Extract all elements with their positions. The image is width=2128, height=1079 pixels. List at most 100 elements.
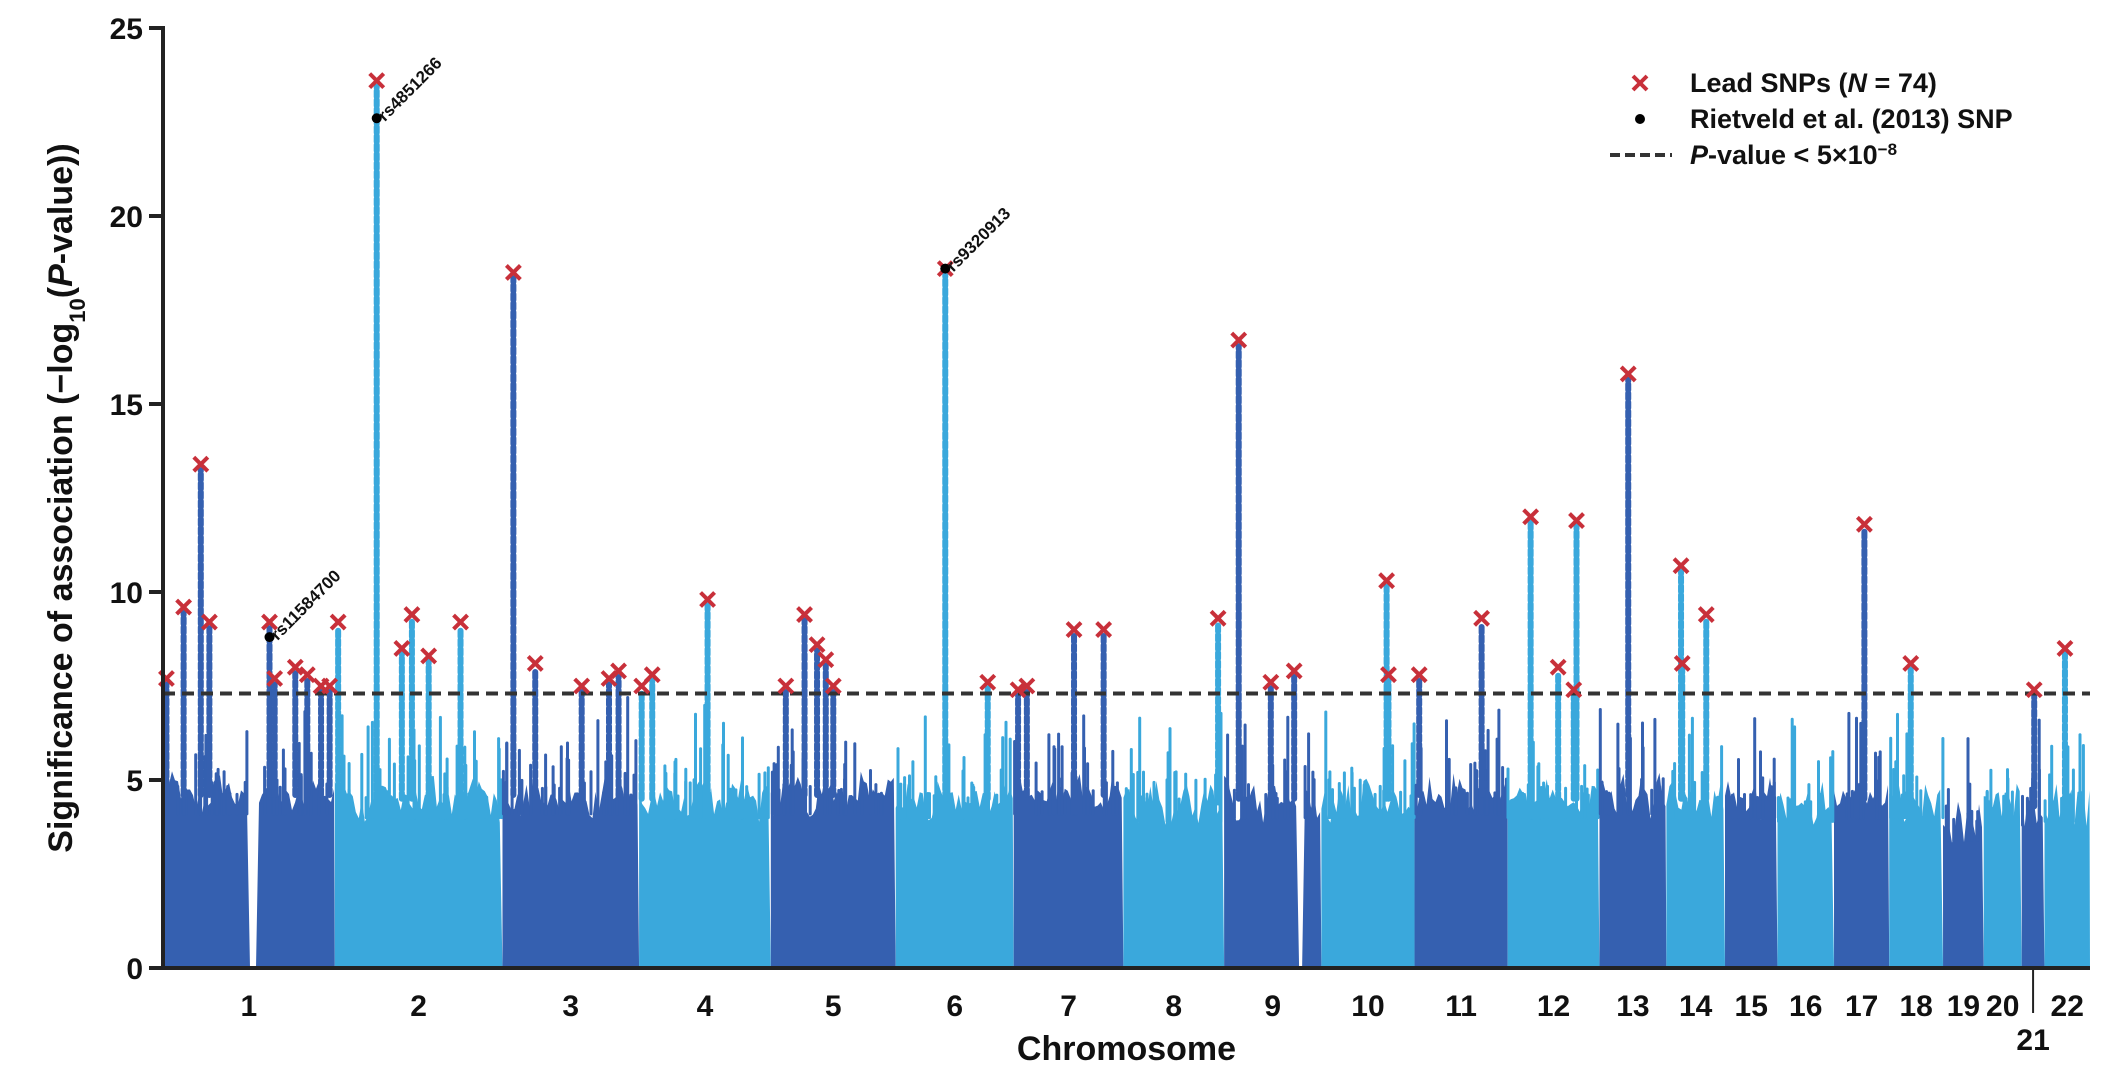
cross-stroke [321, 677, 339, 695]
lead-snp-marker [1410, 666, 1428, 684]
lead-snp-marker [1672, 557, 1690, 575]
x-tick-label: 12 [1537, 990, 1570, 1023]
cross-stroke [1697, 606, 1715, 623]
x-axis-title: Chromosome [1017, 1030, 1236, 1068]
lead-snp-marker [1673, 655, 1691, 672]
x-tick-label: 21 [2016, 1024, 2049, 1057]
chromosome-block-20 [1983, 783, 2022, 968]
cross-stroke [298, 666, 316, 684]
cross-stroke [192, 455, 210, 473]
lead-snp-marker [699, 591, 716, 608]
chromosome-block-10 [1321, 778, 1415, 968]
lead-snp-marker [368, 72, 386, 90]
rietveld-snp-dot [940, 263, 951, 274]
cross-stroke [1285, 662, 1303, 680]
cross-stroke [796, 606, 813, 623]
cross-stroke [1095, 621, 1113, 639]
lead-snp-marker [1378, 572, 1396, 590]
cross-stroke [1230, 331, 1248, 349]
x-tick-label: 1 [241, 990, 258, 1023]
cross-stroke [266, 670, 284, 687]
lead-snp-marker [329, 613, 347, 631]
lead-snp-marker [1902, 655, 1920, 672]
lead-snp-marker [2056, 639, 2074, 657]
y-tick-label: 0 [126, 953, 143, 986]
cross-stroke [200, 613, 218, 631]
legend-item: Lead SNPs (N = 74) [1631, 68, 1937, 98]
cross-stroke [824, 677, 842, 695]
lead-snp-marker [777, 677, 795, 695]
cross-stroke [1549, 658, 1567, 676]
lead-snp-marker [452, 613, 469, 631]
chromosome-block-3 [502, 778, 640, 968]
x-tick-label: 17 [1845, 990, 1878, 1023]
legend-cross-icon [1631, 74, 1649, 92]
cross-stroke [420, 647, 438, 665]
cross-stroke [1065, 621, 1083, 639]
cross-stroke [2025, 681, 2043, 699]
cross-stroke [504, 263, 522, 281]
lead-snp-marker [175, 598, 193, 616]
x-tick-label: 3 [562, 990, 579, 1023]
y-title-part: Significance of association (−log [42, 323, 80, 853]
x-tick-label: 7 [1060, 990, 1077, 1023]
lead-snp-marker [200, 613, 218, 631]
chromosome-block-2 [334, 776, 503, 968]
x-tick-label: 9 [1264, 990, 1281, 1023]
chromosome-block-7 [1013, 771, 1124, 968]
y-title-italic: P [42, 264, 80, 287]
lead-snp-marker [1209, 609, 1227, 627]
lead-snp-marker [1009, 681, 1027, 699]
cross-stroke [610, 662, 627, 680]
cross-stroke [1378, 572, 1396, 590]
rietveld-snp-label: rs4851266 [374, 53, 446, 125]
chromosome-block-11 [1414, 773, 1508, 968]
legend-item: Rietveld et al. (2013) SNP [1635, 104, 2013, 134]
lead-snp-marker [817, 651, 835, 669]
cross-stroke [175, 598, 193, 616]
cross-stroke [777, 677, 795, 695]
chromosome-block-18 [1889, 780, 1944, 968]
chromosome-block-6 [895, 781, 1014, 968]
legend-dot-icon [1635, 114, 1645, 124]
lead-snp-marker [643, 666, 661, 684]
x-tick-label: 22 [2051, 990, 2084, 1023]
y-title-sub: 10 [65, 298, 90, 322]
chromosome-block-4 [639, 779, 771, 968]
legend-label: P-value < 5×10−8 [1690, 140, 1897, 171]
x-tick-label: 11 [1445, 990, 1477, 1023]
lead-snp-marker [824, 677, 842, 695]
x-tick-label: 6 [946, 990, 963, 1023]
legend-label: Rietveld et al. (2013) SNP [1690, 104, 2013, 134]
chromosome-block-14 [1666, 781, 1726, 968]
y-title-part: -value)) [42, 143, 80, 264]
chromosome-block-1 [163, 771, 335, 968]
legend-sup: −8 [1878, 140, 1897, 159]
lead-snp-marker [298, 666, 316, 684]
lead-snp-marker [1565, 681, 1583, 699]
lead-snp-marker [808, 636, 826, 654]
legend-part: = 74) [1867, 68, 1937, 98]
cross-stroke [329, 613, 347, 631]
x-tick-label: 20 [1986, 990, 2019, 1023]
lead-snp-marker [1380, 666, 1397, 684]
x-tick-label: 8 [1165, 990, 1182, 1023]
lead-snp-marker [526, 655, 544, 672]
x-tick-label: 14 [1679, 990, 1713, 1023]
lead-snp-marker [1473, 609, 1491, 627]
chromosome-block-19 [1943, 801, 1984, 968]
cross-stroke [1568, 512, 1585, 529]
legend-italic: P [1690, 140, 1709, 170]
cross-stroke [1018, 677, 1036, 695]
cross-stroke [573, 677, 591, 695]
legend-item: P-value < 5×10−8 [1610, 140, 1897, 171]
y-axis-title: Significance of association (−log10(P-va… [42, 143, 90, 852]
lead-snp-marker [266, 670, 284, 687]
lead-snp-marker [1285, 662, 1303, 680]
lead-snp-marker [1568, 512, 1585, 529]
cross-stroke [643, 666, 661, 684]
lead-snp-marker [2025, 681, 2043, 699]
lead-snp-marker [261, 613, 278, 631]
x-tick-label: 16 [1789, 990, 1822, 1023]
